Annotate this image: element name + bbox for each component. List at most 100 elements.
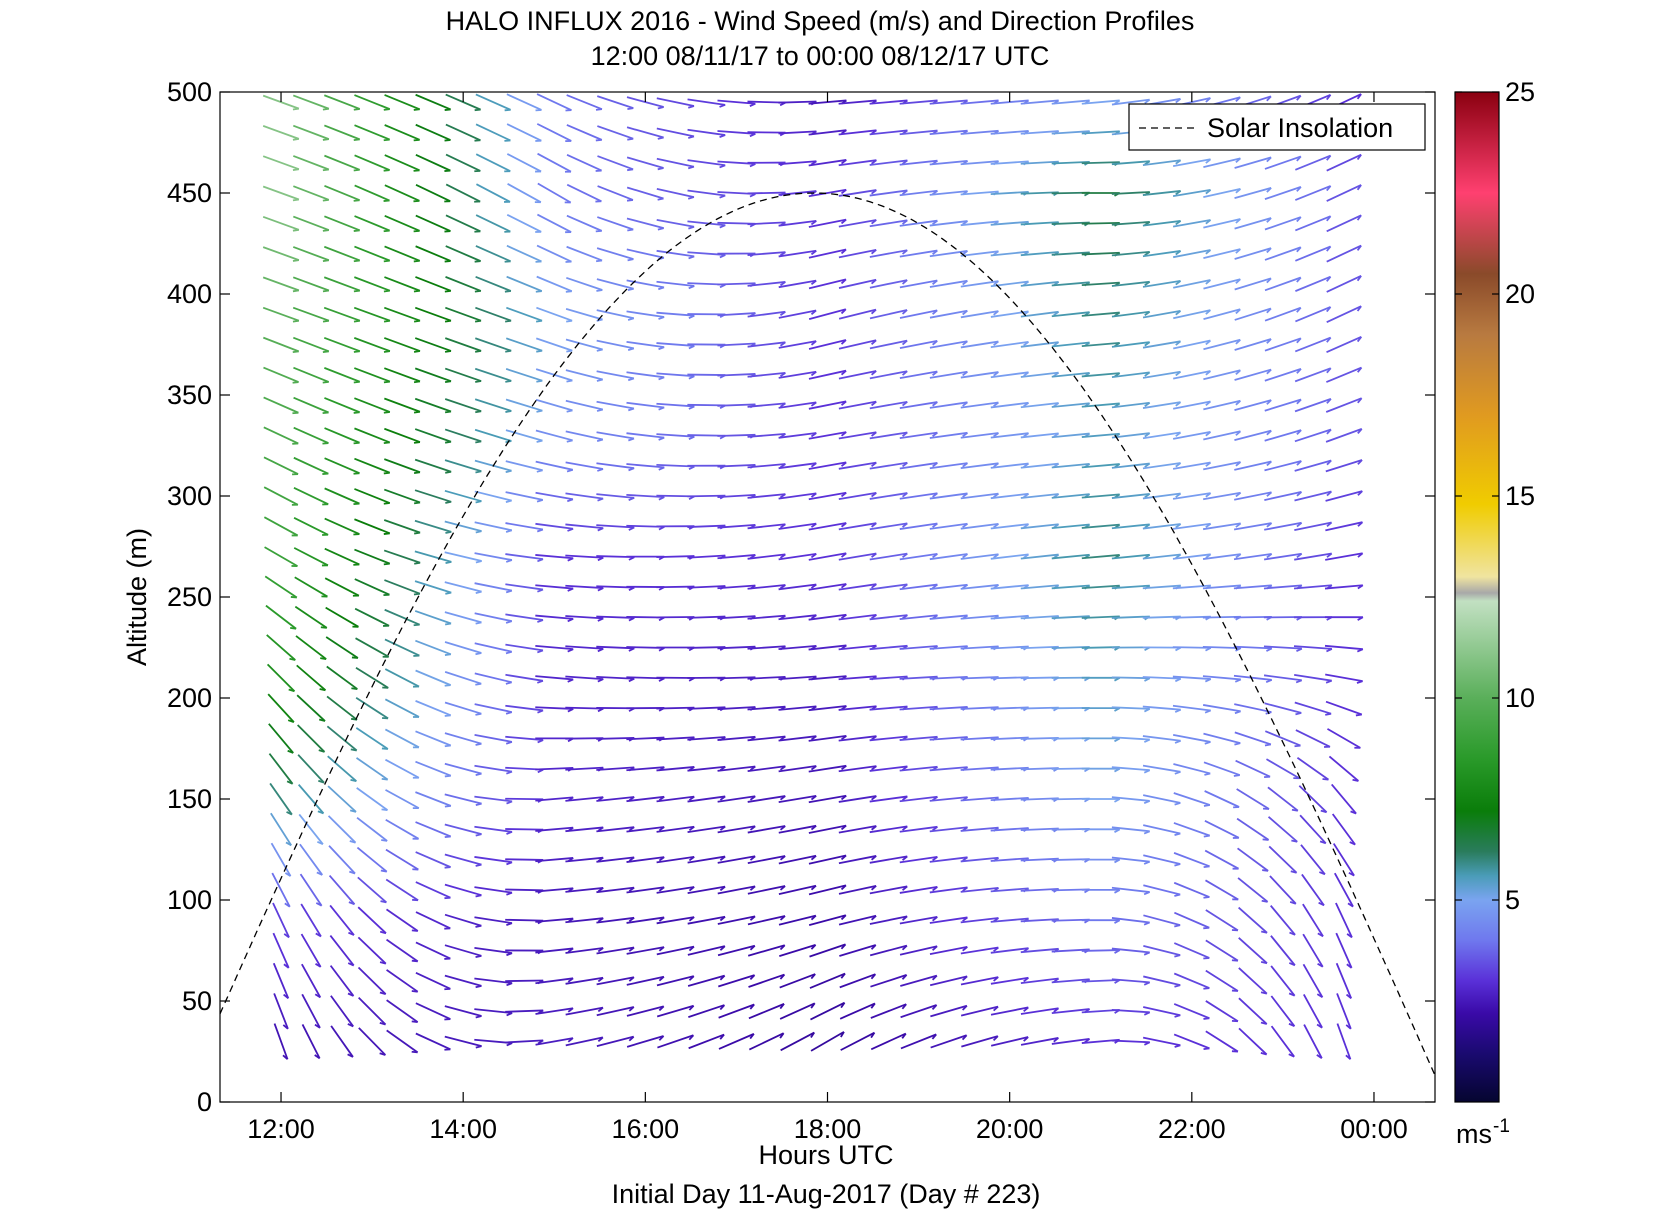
wind-barb xyxy=(444,732,482,746)
wind-barb-head xyxy=(871,583,877,589)
wind-barb xyxy=(1172,189,1212,197)
wind-barb-shaft xyxy=(325,606,359,628)
wind-barb-shaft xyxy=(808,218,847,228)
wind-barb-shaft xyxy=(1051,523,1090,530)
wind-barb-shaft xyxy=(292,276,330,292)
wind-barb-shaft xyxy=(778,735,817,742)
wind-barb-shaft xyxy=(357,966,387,995)
wind-barb-shaft xyxy=(869,339,908,350)
wind-barb-shaft xyxy=(1294,185,1331,201)
wind-barb-shaft xyxy=(747,795,786,803)
wind-barb-shaft xyxy=(687,915,726,925)
wind-barb xyxy=(869,249,908,258)
wind-barb xyxy=(899,492,938,500)
wind-barb-head xyxy=(1174,708,1182,713)
wind-barb-head xyxy=(1204,772,1211,776)
wind-barb-head xyxy=(688,1005,695,1011)
wind-barb-head xyxy=(932,945,938,951)
wind-barb xyxy=(838,308,877,320)
wind-barb-head xyxy=(1205,279,1212,285)
wind-barb-head xyxy=(840,735,847,741)
wind-barb-head xyxy=(1205,158,1212,164)
wind-barb-shaft xyxy=(899,552,938,561)
wind-barb xyxy=(357,906,387,935)
wind-barb-shaft xyxy=(535,947,574,954)
wind-barb-head xyxy=(292,198,300,202)
wind-barb xyxy=(1143,975,1181,988)
wind-barb xyxy=(384,668,420,688)
wind-barb-shaft xyxy=(596,675,635,680)
wind-barb xyxy=(1234,247,1272,260)
wind-barb-shaft xyxy=(960,160,999,166)
wind-barb xyxy=(778,279,817,289)
wind-barb-shaft xyxy=(1235,759,1271,778)
wind-barb-shaft xyxy=(1142,705,1181,711)
wind-barb xyxy=(626,463,665,471)
wind-barb xyxy=(415,123,451,142)
wind-barb-shaft xyxy=(596,736,635,740)
wind-barb xyxy=(626,340,665,351)
wind-barb xyxy=(474,734,513,745)
wind-barb xyxy=(565,856,604,863)
wind-barb xyxy=(990,462,1030,469)
wind-barb-head xyxy=(901,339,908,346)
wind-barb-head xyxy=(383,502,390,505)
wind-barb xyxy=(384,427,421,444)
wind-barb-shaft xyxy=(960,676,999,680)
wind-barb-shaft xyxy=(808,884,847,896)
wind-barb-head xyxy=(870,915,877,921)
wind-barb xyxy=(1326,244,1362,263)
wind-barb-shaft xyxy=(778,220,817,227)
wind-barb-shaft xyxy=(1270,905,1296,936)
wind-barb-head xyxy=(719,825,726,831)
wind-barb-head xyxy=(284,872,291,877)
wind-barb-head xyxy=(474,290,481,293)
wind-barb xyxy=(444,762,482,776)
wind-barb-head xyxy=(315,932,322,938)
wind-barb xyxy=(808,400,847,410)
wind-barb-head xyxy=(1174,984,1181,988)
wind-barb-head xyxy=(658,466,665,471)
wind-barb-shaft xyxy=(1142,250,1181,258)
wind-barb-shaft xyxy=(535,554,574,560)
wind-barb-shaft xyxy=(1172,704,1211,712)
wind-barb xyxy=(1143,854,1181,867)
wind-barb-shaft xyxy=(537,152,572,173)
wind-barb-shaft xyxy=(474,886,513,894)
wind-barb-shaft xyxy=(1020,371,1059,378)
wind-barb xyxy=(869,492,908,500)
wind-barb-shaft xyxy=(444,641,482,654)
wind-barb-shaft xyxy=(778,824,817,834)
wind-barb xyxy=(1203,308,1241,320)
wind-barb-head xyxy=(688,435,695,441)
wind-barb-shaft xyxy=(1234,307,1272,321)
wind-barb xyxy=(1267,786,1299,812)
wind-barb-head xyxy=(993,462,999,468)
wind-barb xyxy=(656,342,695,350)
wind-barb-shaft xyxy=(535,917,574,923)
wind-barb-head xyxy=(292,107,300,111)
wind-barb-shaft xyxy=(415,851,451,868)
wind-barb xyxy=(1205,969,1239,992)
wind-barb xyxy=(1172,249,1212,259)
wind-barb-shaft xyxy=(747,675,786,680)
wind-barb-head xyxy=(1296,186,1302,192)
wind-barb-head xyxy=(350,748,357,752)
wind-barb-head xyxy=(1144,432,1151,438)
wind-barb xyxy=(444,641,482,656)
wind-barb-head xyxy=(1143,769,1151,774)
wind-barb-head xyxy=(1288,1053,1295,1058)
wind-barb-shaft xyxy=(717,735,756,741)
wind-barb-shaft xyxy=(596,766,635,771)
wind-barb-shaft xyxy=(415,881,451,899)
wind-barb-head xyxy=(596,289,603,292)
wind-barb-shaft xyxy=(808,764,847,773)
wind-barb xyxy=(869,765,908,772)
wind-barb-head xyxy=(318,749,325,753)
wind-barb-head xyxy=(348,901,355,906)
wind-barb xyxy=(323,306,361,323)
wind-barb-shaft xyxy=(899,614,938,621)
wind-barb-shaft xyxy=(929,160,968,166)
wind-barb xyxy=(273,1023,289,1060)
wind-barb-head xyxy=(536,528,544,533)
